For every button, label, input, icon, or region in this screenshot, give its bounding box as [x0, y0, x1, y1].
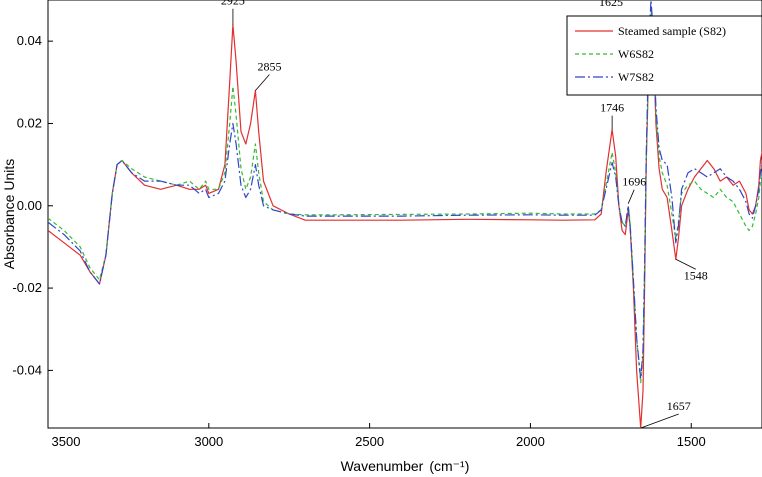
series-line-2 [48, 7, 762, 384]
y-tick-label: -0.04 [12, 362, 42, 377]
annotation-label: 1625 [599, 0, 623, 9]
annotation-label: 1746 [600, 101, 624, 115]
y-tick-label: 0.04 [17, 33, 42, 48]
x-axis-title-name: Wavenumber [341, 458, 424, 474]
x-axis: 3500 3000 2500 2000 1500 [47, 423, 706, 449]
y-tick-label: 0.00 [17, 198, 42, 213]
annotation-leader [627, 189, 635, 204]
legend-label: W6S82 [618, 47, 654, 61]
x-tick-label: 2500 [355, 434, 384, 449]
annotation-leader [675, 258, 696, 270]
x-tick-label: 1500 [677, 434, 706, 449]
plot-area-frame [47, 0, 762, 429]
x-tick-label: 3500 [52, 434, 81, 449]
x-tick-label: 3000 [194, 434, 223, 449]
series-line-3 [48, 0, 762, 380]
annotation-leader [640, 413, 679, 429]
legend-box [566, 15, 762, 96]
legend-label: Steamed sample (S82) [618, 24, 726, 38]
annotation-label: 1696 [622, 175, 646, 189]
y-axis-title: Absorbance Units [1, 159, 17, 270]
series-layer [48, 0, 762, 428]
annotation-label: 2925 [221, 0, 245, 8]
legend: Steamed sample (S82) W6S82 W7S82 [566, 15, 762, 96]
legend-label: W7S82 [618, 70, 654, 84]
y-axis: 0.04 0.02 0.00 -0.02 -0.04 [12, 33, 53, 377]
y-tick-label: -0.02 [12, 280, 42, 295]
annotation-label: 1657 [667, 399, 691, 413]
x-axis-title-unit: (cm⁻¹) [429, 458, 469, 474]
y-tick-label: 0.02 [17, 115, 42, 130]
series-line-1 [48, 24, 762, 428]
annotation-label: 2855 [257, 60, 281, 74]
annotation-leader [255, 74, 270, 91]
annotation-label: 1548 [684, 268, 708, 282]
x-tick-label: 2000 [516, 434, 545, 449]
x-axis-title: Wavenumber (cm⁻¹) [341, 458, 470, 474]
annotation-layer: 2925 2855 1746 1696 1625 1548 1657 [221, 0, 708, 429]
